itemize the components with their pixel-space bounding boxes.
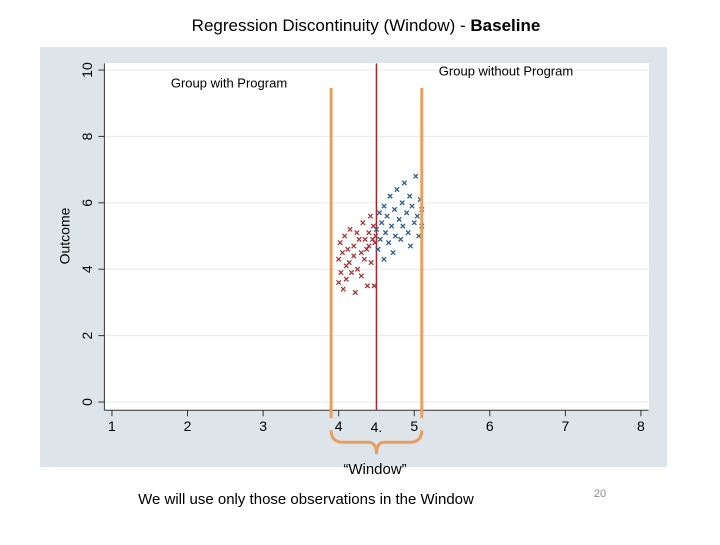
point xyxy=(346,259,352,266)
point xyxy=(397,236,404,242)
point xyxy=(373,226,380,233)
y-tick-label: 4 xyxy=(79,265,95,273)
point xyxy=(343,276,349,282)
group-label: Group with Program xyxy=(171,75,287,90)
point xyxy=(348,269,355,276)
x-tick-label: 7 xyxy=(561,418,569,434)
y-tick-label: 2 xyxy=(79,332,95,340)
point xyxy=(364,283,371,289)
point xyxy=(352,289,358,296)
point xyxy=(373,233,379,239)
point xyxy=(372,239,378,246)
slide-title: Regression Discontinuity (Window) - Base… xyxy=(192,16,541,35)
point xyxy=(390,249,396,256)
point xyxy=(388,223,395,229)
point xyxy=(400,223,406,229)
point xyxy=(404,210,410,216)
x-tick-label: 2 xyxy=(184,418,192,434)
point xyxy=(407,243,414,249)
point xyxy=(362,236,368,242)
x-tick-label: 1 xyxy=(108,418,116,434)
point xyxy=(356,236,362,242)
cutoff-label: 4. xyxy=(371,419,383,435)
y-tick-label: 10 xyxy=(79,62,95,78)
point xyxy=(358,249,364,256)
point xyxy=(342,233,348,239)
x-tick-label: 4 xyxy=(335,418,343,434)
point xyxy=(381,203,387,209)
point xyxy=(366,230,372,236)
footer-caption: We will use only those observations in t… xyxy=(138,491,474,508)
title-emphasis: Baseline xyxy=(470,16,540,35)
point xyxy=(354,266,361,272)
point xyxy=(347,226,353,233)
point xyxy=(337,239,343,246)
point xyxy=(360,220,366,226)
point xyxy=(358,273,364,279)
point xyxy=(416,233,422,239)
point xyxy=(345,246,351,252)
point xyxy=(366,243,372,249)
point xyxy=(407,193,413,199)
point xyxy=(414,213,420,219)
group-label: Group without Program xyxy=(439,63,573,78)
point xyxy=(387,193,393,199)
y-tick-label: 0 xyxy=(79,398,95,406)
point xyxy=(399,200,405,206)
x-tick-label: 3 xyxy=(259,418,267,434)
point xyxy=(371,283,377,289)
point xyxy=(384,213,390,219)
point xyxy=(394,186,400,193)
point xyxy=(354,230,360,236)
point xyxy=(409,203,415,209)
point xyxy=(385,239,392,246)
y-tick-label: 8 xyxy=(79,132,95,140)
y-tick-label: 6 xyxy=(79,199,95,207)
point xyxy=(405,230,411,236)
point xyxy=(411,220,417,226)
title-text: Regression Discontinuity (Window) - xyxy=(192,16,466,35)
x-tick-label: 6 xyxy=(486,418,494,434)
point xyxy=(391,206,398,213)
y-axis-label: Outcome xyxy=(57,207,73,264)
point xyxy=(338,269,344,276)
point xyxy=(396,216,402,223)
point xyxy=(340,286,346,292)
point xyxy=(351,253,357,259)
point xyxy=(381,256,387,262)
point xyxy=(382,230,389,236)
cutoff-label-bg xyxy=(366,418,387,437)
point xyxy=(363,246,370,252)
point xyxy=(375,246,381,252)
window-label: “Window” xyxy=(343,461,406,478)
point xyxy=(368,259,374,266)
page-number: 20 xyxy=(594,488,606,500)
point xyxy=(339,249,346,256)
x-tick-label: 5 xyxy=(410,418,418,434)
point xyxy=(351,243,357,249)
point xyxy=(336,279,342,286)
point xyxy=(392,233,399,239)
point xyxy=(377,236,383,242)
point xyxy=(401,180,408,186)
point xyxy=(336,256,342,262)
window-brace xyxy=(329,430,424,455)
point xyxy=(379,220,385,226)
point xyxy=(367,213,374,219)
x-tick-label: 8 xyxy=(637,418,645,434)
point xyxy=(361,256,368,262)
point xyxy=(413,173,419,179)
point xyxy=(376,210,383,216)
